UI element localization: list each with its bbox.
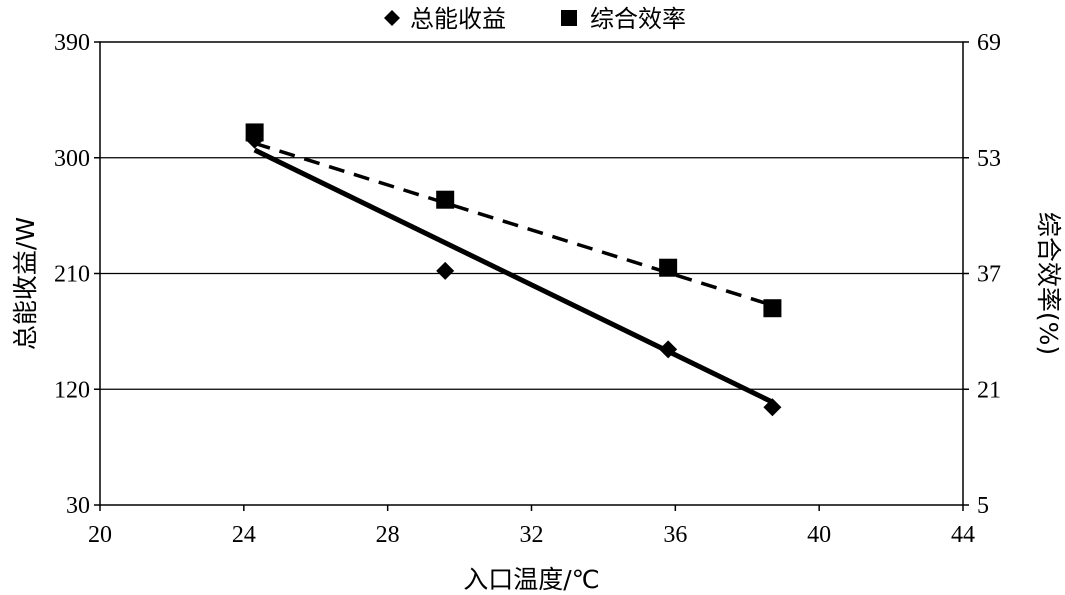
right-y-axis-title: 综合效率(%) [1034,212,1063,355]
left-y-tick-label: 30 [66,493,90,519]
right-y-tick-label: 5 [977,493,989,519]
left-y-tick-label: 210 [54,262,90,288]
trendlines [253,141,774,405]
right-y-tick-label: 21 [977,377,1001,403]
square-marker [436,190,455,209]
legend-square-marker [561,10,577,26]
right-y-tick-label: 37 [977,262,1001,288]
trendline-efficiency [254,141,773,308]
x-axis: 20 24 28 32 36 40 44 [88,505,975,548]
left-y-tick-label: 300 [54,146,90,172]
legend-label-total-energy: 总能收益 [410,5,506,33]
data-markers [245,123,782,417]
left-y-tick-label: 120 [54,377,90,403]
square-marker [763,299,782,318]
left-y-tick-label: 390 [54,30,90,56]
gridlines [100,157,963,390]
square-marker [245,123,264,142]
right-y-tick-label: 69 [977,30,1001,56]
square-marker [659,258,678,277]
x-tick-label: 32 [520,522,544,548]
legend-diamond-marker [384,10,400,26]
x-tick-label: 36 [663,522,687,548]
right-y-axis: 5 21 37 53 69 [963,30,1001,519]
x-tick-label: 40 [807,522,831,548]
left-y-axis: 30 120 210 300 390 [54,30,100,519]
diamond-marker [659,340,678,359]
x-tick-label: 44 [951,522,975,548]
x-axis-title: 入口温度/℃ [463,565,600,594]
x-tick-label: 24 [232,522,256,548]
diamond-marker [763,398,782,417]
right-y-tick-label: 53 [977,146,1001,172]
left-y-axis-title: 总能收益/W [11,217,40,350]
diamond-marker [436,261,455,280]
trendline-total-energy [253,147,774,405]
legend: 总能收益 综合效率 [384,5,686,33]
x-tick-label: 28 [376,522,400,548]
x-tick-label: 20 [88,522,112,548]
legend-label-efficiency: 综合效率 [590,5,686,33]
